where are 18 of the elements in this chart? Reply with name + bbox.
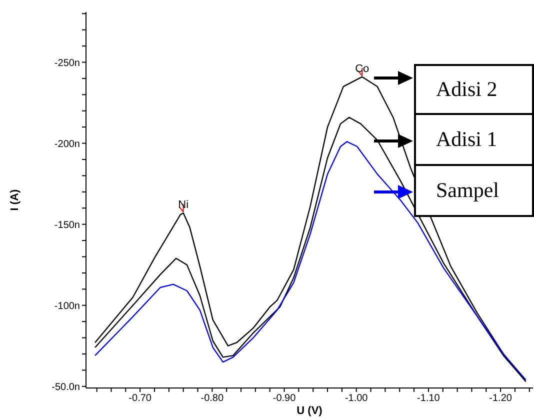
y-tick-label: -200n <box>54 138 80 150</box>
annotation: Co <box>355 62 370 75</box>
y-tick-label: -150n <box>54 220 80 231</box>
x-tick-label: -0.90 <box>272 393 296 404</box>
x-tick-label: -1.20 <box>489 393 512 404</box>
legend-label: Sampel <box>414 166 534 217</box>
x-tick-label: -1.00 <box>344 393 368 404</box>
legend-label: Adisi 1 <box>414 115 534 166</box>
x-tick-label: -0.70 <box>128 393 152 404</box>
x-tick-label: -0.80 <box>200 393 224 404</box>
x-tick-label: -1.10 <box>417 393 440 404</box>
annotation: Ni <box>178 198 189 211</box>
y-tick-label: -100n <box>54 300 80 312</box>
y-tick-label: -250n <box>54 58 80 69</box>
legend-label: Adisi 2 <box>414 64 534 115</box>
x-axis-title: U (V) <box>296 405 323 417</box>
y-tick-label: -50.0n <box>52 382 80 393</box>
y-axis-title: I (A) <box>8 188 21 211</box>
